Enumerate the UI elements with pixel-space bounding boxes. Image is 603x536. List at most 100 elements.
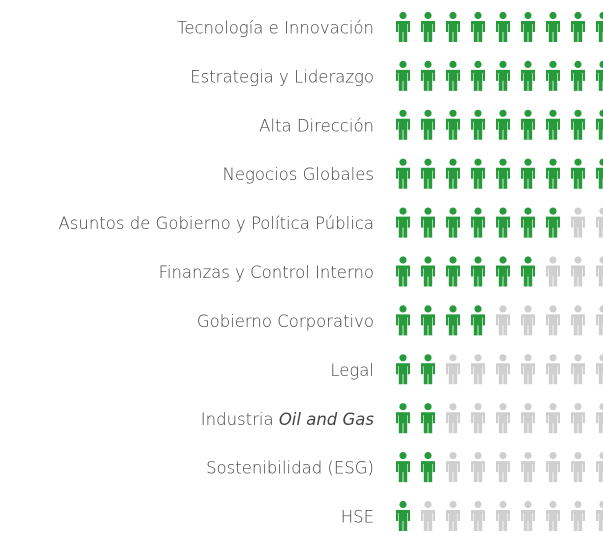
empty-icons (421, 500, 603, 531)
icon-body (596, 412, 603, 434)
icon-body (546, 216, 560, 238)
icon-body (571, 216, 585, 238)
icon-head (499, 158, 507, 166)
icon-head (574, 60, 582, 68)
icon-head (499, 305, 507, 313)
icon-head (399, 158, 407, 166)
icon-body (396, 21, 410, 42)
icon-head (574, 207, 582, 215)
icon-body (471, 118, 485, 140)
category-label: Negocios Globales (223, 165, 374, 184)
icon-head (499, 11, 507, 20)
icon-body (421, 118, 435, 140)
icon-head (474, 256, 482, 264)
icon-body (496, 363, 510, 385)
icon-body (396, 510, 410, 531)
icon-body (421, 69, 435, 91)
icon-head (424, 354, 432, 362)
icon-head (599, 158, 603, 166)
icon-body (446, 412, 460, 434)
icon-body (396, 265, 410, 287)
icon-head (574, 158, 582, 166)
icon-body (396, 363, 410, 385)
filled-icons (396, 11, 603, 42)
icon-head (399, 256, 407, 264)
icon-head (524, 305, 532, 313)
category-label: Industria Oil and Gas (201, 410, 375, 429)
icon-head (399, 109, 407, 117)
icon-head (449, 11, 457, 20)
icon-head (524, 11, 532, 20)
icon-head (474, 207, 482, 215)
icon-body (421, 412, 435, 434)
icon-head (599, 256, 603, 264)
empty-icons (496, 305, 603, 336)
icon-body (521, 412, 535, 434)
icon-body (471, 510, 485, 531)
icon-head (449, 403, 457, 411)
icon-head (424, 158, 432, 166)
icon-head (399, 11, 407, 20)
icon-head (599, 11, 603, 20)
icon-body (596, 363, 603, 385)
icon-body (396, 216, 410, 238)
icon-body (396, 412, 410, 434)
icon-head (424, 452, 432, 460)
icon-body (546, 461, 560, 483)
icon-body (571, 118, 585, 140)
icon-body (446, 69, 460, 91)
icon-body (571, 167, 585, 189)
icon-body (571, 21, 585, 42)
icon-body (421, 21, 435, 42)
icon-head (449, 256, 457, 264)
icon-body (546, 118, 560, 140)
icon-head (549, 11, 557, 20)
icon-body (446, 21, 460, 42)
icon-body (521, 314, 535, 336)
icon-body (571, 69, 585, 91)
icon-head (449, 452, 457, 460)
empty-icons (546, 256, 603, 287)
icon-head (549, 60, 557, 68)
icon-body (546, 412, 560, 434)
icon-head (449, 354, 457, 362)
icon-body (421, 216, 435, 238)
icon-head (474, 11, 482, 20)
icon-body (521, 510, 535, 531)
icon-body (471, 461, 485, 483)
icon-body (496, 461, 510, 483)
icon-body (471, 265, 485, 287)
category-label: Finanzas y Control Interno (159, 263, 374, 282)
icon-body (446, 167, 460, 189)
icon-head (524, 256, 532, 264)
icon-body (546, 21, 560, 42)
icon-head (399, 60, 407, 68)
icon-body (521, 461, 535, 483)
icon-head (574, 354, 582, 362)
icon-body (496, 510, 510, 531)
icon-head (524, 354, 532, 362)
icon-body (596, 510, 603, 531)
icon-body (571, 265, 585, 287)
icon-head (524, 60, 532, 68)
icon-head (524, 452, 532, 460)
icon-head (599, 207, 603, 215)
icon-head (499, 500, 507, 509)
icon-body (496, 216, 510, 238)
icon-body (496, 314, 510, 336)
icon-body (421, 363, 435, 385)
icon-head (574, 403, 582, 411)
icon-body (546, 363, 560, 385)
icon-body (396, 314, 410, 336)
icon-head (574, 109, 582, 117)
icon-body (496, 412, 510, 434)
icon-head (599, 452, 603, 460)
icon-body (521, 363, 535, 385)
icon-body (446, 314, 460, 336)
icon-body (521, 69, 535, 91)
icon-head (574, 11, 582, 20)
icon-body (596, 216, 603, 238)
icon-body (421, 314, 435, 336)
icon-body (471, 363, 485, 385)
icon-body (546, 265, 560, 287)
